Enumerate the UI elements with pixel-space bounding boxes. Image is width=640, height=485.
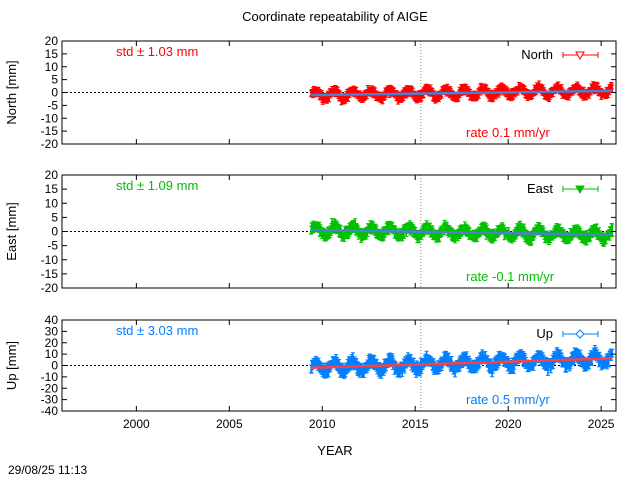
legend-marker-icon: [575, 185, 585, 195]
y-tick-label: 20: [45, 336, 59, 350]
rate-label: rate 0.1 mm/yr: [466, 125, 550, 140]
std-label: std ± 3.03 mm: [116, 323, 198, 338]
x-tick-label: 2020: [495, 417, 522, 431]
y-tick-label: -20: [41, 281, 59, 295]
data-points: [309, 80, 615, 106]
y-tick-label: 0: [51, 225, 58, 239]
legend-marker-icon: [575, 329, 585, 339]
std-label: std ± 1.09 mm: [116, 178, 198, 193]
legend-label: East: [527, 181, 553, 196]
y-tick-label: 0: [51, 86, 58, 100]
y-tick-label: -10: [41, 111, 59, 125]
y-axis-label: East [mm]: [4, 202, 19, 261]
y-axis-label: North [mm]: [4, 60, 19, 124]
y-tick-label: 5: [51, 73, 58, 87]
y-tick-label: -20: [41, 137, 59, 151]
x-tick-label: 2000: [123, 417, 150, 431]
y-tick-label: 30: [45, 324, 59, 338]
legend-label: Up: [536, 326, 553, 341]
chart-title: Coordinate repeatability of AIGE: [242, 9, 428, 24]
trend-line: [311, 89, 613, 97]
y-tick-label: 10: [45, 347, 59, 361]
y-tick-label: -30: [41, 393, 59, 407]
y-tick-label: 20: [45, 168, 59, 182]
y-tick-label: 10: [45, 60, 59, 74]
y-tick-label: 40: [45, 313, 59, 327]
y-tick-label: 5: [51, 210, 58, 224]
trend-line: [311, 228, 613, 236]
y-tick-label: -20: [41, 381, 59, 395]
rate-label: rate 0.5 mm/yr: [466, 392, 550, 407]
legend-label: North: [521, 47, 553, 62]
y-tick-label: -5: [47, 98, 58, 112]
legend-marker-icon: [575, 51, 585, 61]
x-tick-label: 2010: [309, 417, 336, 431]
y-tick-label: -10: [41, 253, 59, 267]
rate-label: rate -0.1 mm/yr: [466, 269, 555, 284]
y-tick-label: 10: [45, 196, 59, 210]
x-tick-label: 2005: [216, 417, 243, 431]
y-tick-label: -15: [41, 124, 59, 138]
y-tick-label: -10: [41, 370, 59, 384]
x-axis-label: YEAR: [317, 443, 352, 458]
y-tick-label: 20: [45, 34, 59, 48]
x-tick-label: 2015: [402, 417, 429, 431]
timestamp: 29/08/25 11:13: [8, 463, 88, 477]
trend-line: [311, 357, 613, 370]
std-label: std ± 1.03 mm: [116, 44, 198, 59]
y-tick-label: 0: [51, 359, 58, 373]
y-tick-label: -5: [47, 239, 58, 253]
y-tick-label: -15: [41, 267, 59, 281]
y-tick-label: -40: [41, 404, 59, 418]
y-tick-label: 15: [45, 182, 59, 196]
x-tick-label: 2025: [588, 417, 615, 431]
y-tick-label: 15: [45, 47, 59, 61]
y-axis-label: Up [mm]: [4, 341, 19, 390]
